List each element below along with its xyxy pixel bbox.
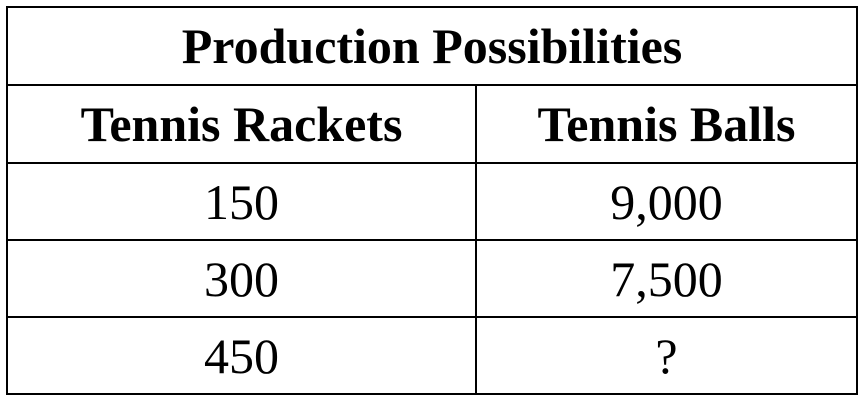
tennis-rackets-cell: 450	[6, 316, 477, 395]
tennis-balls-cell: 9,000	[474, 162, 859, 241]
tennis-balls-cell: 7,500	[474, 239, 859, 318]
column-header-tennis-rackets: Tennis Rackets	[6, 84, 477, 164]
tennis-balls-cell: ?	[474, 316, 859, 395]
tennis-rackets-cell: 300	[6, 239, 477, 318]
production-possibilities-table: Production Possibilities Tennis Rackets …	[5, 6, 859, 395]
table-row: 450 ?	[6, 316, 859, 395]
column-header-tennis-balls: Tennis Balls	[474, 84, 859, 164]
tennis-rackets-cell: 150	[6, 162, 477, 241]
table-row: 150 9,000	[6, 162, 859, 241]
table-title-row: Production Possibilities	[5, 6, 859, 86]
table-title: Production Possibilities	[5, 6, 859, 86]
table-header-row: Tennis Rackets Tennis Balls	[6, 84, 859, 164]
table-row: 300 7,500	[6, 239, 859, 318]
